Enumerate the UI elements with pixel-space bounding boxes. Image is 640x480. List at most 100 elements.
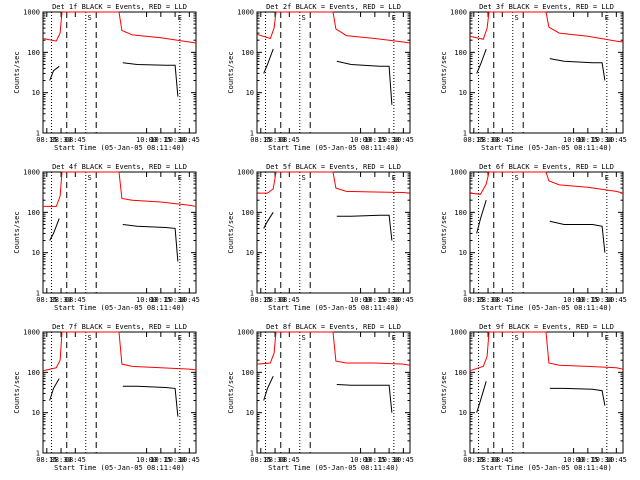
series-black-line xyxy=(49,378,60,401)
y-tick-label: 1 xyxy=(250,130,254,138)
plot-frame xyxy=(469,331,624,454)
series-red-line xyxy=(42,331,197,372)
x-tick-label: 08:30 xyxy=(478,296,499,304)
marker-e: E xyxy=(178,14,182,22)
x-tick-label: 10:30 xyxy=(592,136,613,144)
x-tick-label: 08:15 xyxy=(463,296,484,304)
y-tick-label: 1 xyxy=(36,290,40,298)
y-tick-label: 1000 xyxy=(237,329,254,337)
x-tick-label: 10:30 xyxy=(592,296,613,304)
y-tick-label: 100 xyxy=(241,209,254,217)
x-tick-label: 10:00 xyxy=(136,456,157,464)
panel-det-2: Det 2f BLACK = Events, RED = LLD 1 10 100 10… xyxy=(227,3,414,152)
y-tick-label: 100 xyxy=(27,49,40,57)
marker-e: E xyxy=(605,174,609,182)
panel-title: Det 6f BLACK = Events, RED = LLD xyxy=(479,163,614,171)
y-tick-label: 100 xyxy=(454,209,467,217)
x-tick-label: 10:00 xyxy=(350,296,371,304)
y-tick-label: 1000 xyxy=(450,9,467,17)
x-tick-label: 10:45 xyxy=(393,136,414,144)
marker-s: S xyxy=(514,14,518,22)
series-black-line xyxy=(476,381,487,413)
x-tick-label: 10:30 xyxy=(379,456,400,464)
y-tick-label: 1000 xyxy=(23,169,40,177)
y-axis-label: Counts/sec xyxy=(440,371,448,413)
x-axis-label: Start Time (05-Jan-05 08:11:40) xyxy=(481,464,612,472)
x-tick-label: 10:45 xyxy=(179,136,200,144)
plot-frame xyxy=(256,171,411,294)
y-axis-label: Counts/sec xyxy=(440,51,448,93)
x-tick-label: 08:45 xyxy=(65,136,86,144)
x-tick-label: 10:30 xyxy=(592,456,613,464)
x-tick-label: 08:30 xyxy=(51,296,72,304)
y-tick-label: 10 xyxy=(459,89,467,97)
x-tick-label: 08:30 xyxy=(265,456,286,464)
panel-det-9: Det 9f BLACK = Events, RED = LLD 1 10 100 10… xyxy=(440,323,627,472)
x-tick-label: 10:15 xyxy=(150,296,171,304)
panel-title: Det 9f BLACK = Events, RED = LLD xyxy=(479,323,614,331)
marker-e: E xyxy=(605,334,609,342)
panel-det-8: Det 8f BLACK = Events, RED = LLD 1 10 100 10… xyxy=(227,323,414,472)
x-tick-label: 08:45 xyxy=(279,136,300,144)
y-tick-label: 10 xyxy=(459,249,467,257)
x-tick-label: 10:45 xyxy=(393,296,414,304)
y-tick-label: 10 xyxy=(246,89,254,97)
series-black-line xyxy=(549,58,606,81)
marker-s: S xyxy=(87,174,91,182)
marker-s: S xyxy=(87,14,91,22)
x-tick-label: 08:15 xyxy=(463,456,484,464)
plot-frame xyxy=(42,11,197,134)
x-axis-label: Start Time (05-Jan-05 08:11:40) xyxy=(481,144,612,152)
x-tick-label: 10:45 xyxy=(179,456,200,464)
series-red-line xyxy=(469,171,624,195)
x-tick-label: 10:45 xyxy=(606,296,627,304)
y-tick-label: 1000 xyxy=(23,9,40,17)
marker-e: E xyxy=(178,174,182,182)
x-tick-label: 08:30 xyxy=(51,456,72,464)
marker-e: E xyxy=(605,14,609,22)
x-tick-label: 10:15 xyxy=(150,136,171,144)
series-black-line xyxy=(336,384,393,413)
y-tick-label: 10 xyxy=(246,409,254,417)
y-axis-label: Counts/sec xyxy=(227,371,235,413)
y-tick-label: 1 xyxy=(250,450,254,458)
panel-det-7: Det 7f BLACK = Events, RED = LLD 1 10 100 10… xyxy=(13,323,200,472)
x-axis-label: Start Time (05-Jan-05 08:11:40) xyxy=(268,144,399,152)
y-tick-label: 1000 xyxy=(23,329,40,337)
x-tick-label: 10:30 xyxy=(165,456,186,464)
x-axis-label: Start Time (05-Jan-05 08:11:40) xyxy=(54,144,185,152)
panel-det-6: Det 6f BLACK = Events, RED = LLD 1 10 100 10… xyxy=(440,163,627,312)
x-tick-label: 08:30 xyxy=(51,136,72,144)
x-tick-label: 10:45 xyxy=(606,136,627,144)
x-tick-label: 10:00 xyxy=(350,136,371,144)
x-tick-label: 10:00 xyxy=(563,296,584,304)
y-axis-label: Counts/sec xyxy=(227,51,235,93)
series-red-line xyxy=(43,171,197,207)
x-tick-label: 08:45 xyxy=(492,296,513,304)
panel-title: Det 1f BLACK = Events, RED = LLD xyxy=(52,3,187,11)
x-tick-label: 10:30 xyxy=(379,296,400,304)
panel-title: Det 5f BLACK = Events, RED = LLD xyxy=(266,163,401,171)
x-tick-label: 08:15 xyxy=(250,136,271,144)
x-tick-label: 10:15 xyxy=(364,136,385,144)
series-black-line xyxy=(263,48,274,74)
x-tick-label: 10:00 xyxy=(136,296,157,304)
y-tick-label: 10 xyxy=(459,409,467,417)
y-tick-label: 100 xyxy=(454,369,467,377)
y-tick-label: 100 xyxy=(27,209,40,217)
y-tick-label: 1000 xyxy=(237,9,254,17)
series-black-line xyxy=(49,65,60,81)
series-black-line xyxy=(549,220,606,253)
series-red-line xyxy=(469,11,624,43)
y-tick-label: 10 xyxy=(32,409,40,417)
panel-det-3: Det 3f BLACK = Events, RED = LLD 1 10 100 10… xyxy=(440,3,627,152)
series-black-line xyxy=(336,60,393,105)
series-black-line xyxy=(122,224,179,262)
panel-title: Det 4f BLACK = Events, RED = LLD xyxy=(52,163,187,171)
x-axis-label: Start Time (05-Jan-05 08:11:40) xyxy=(268,464,399,472)
x-tick-label: 10:15 xyxy=(577,296,598,304)
panel-det-5: Det 5f BLACK = Events, RED = LLD 1 10 100 10… xyxy=(227,163,414,312)
marker-e: E xyxy=(178,334,182,342)
y-tick-label: 100 xyxy=(27,369,40,377)
